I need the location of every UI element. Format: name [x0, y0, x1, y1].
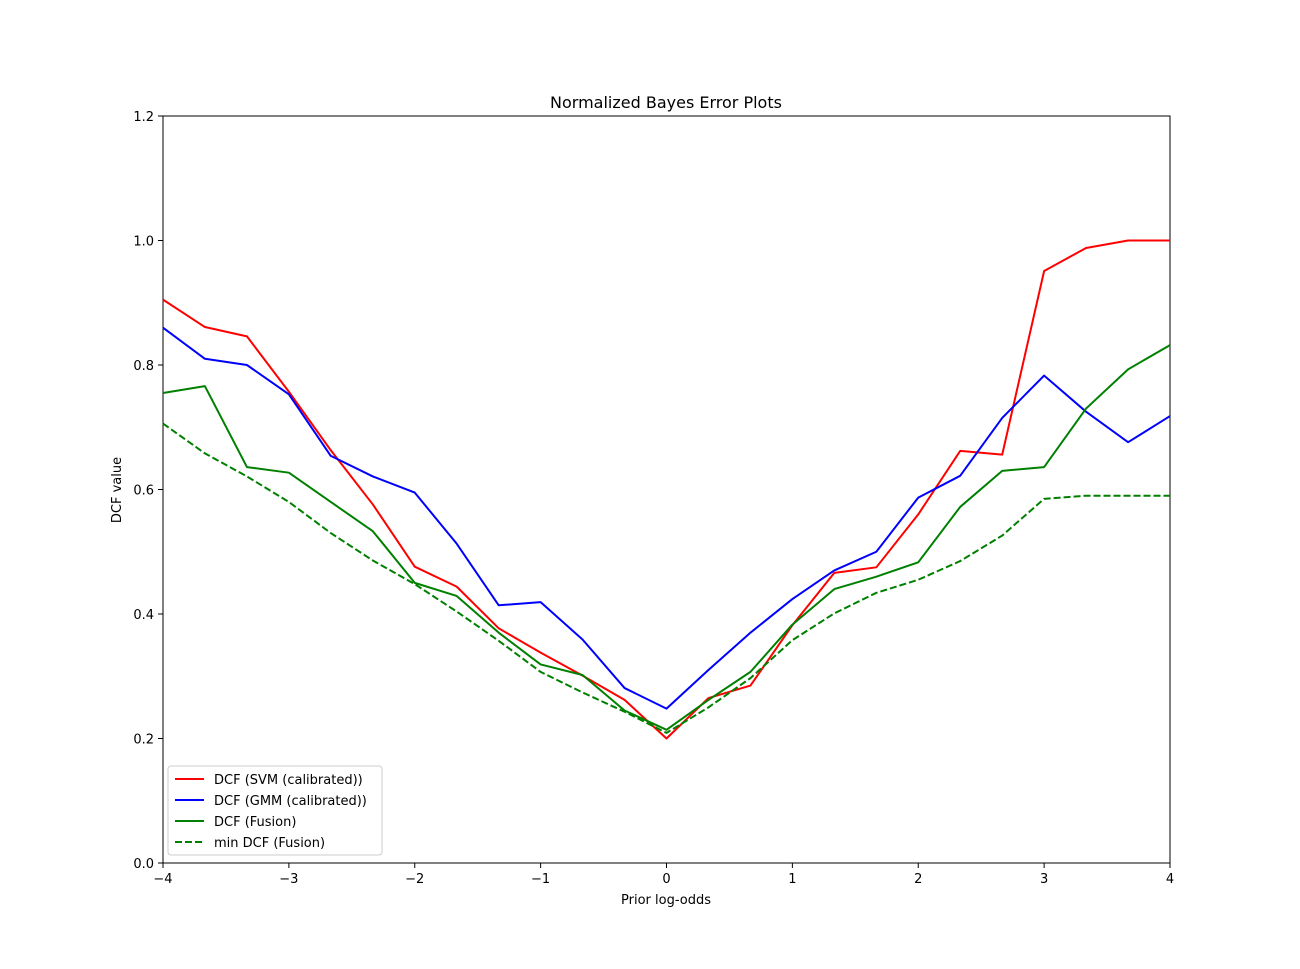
x-tick-label: −1	[531, 872, 550, 887]
legend-frame	[167, 765, 383, 856]
x-tick-label: −4	[153, 872, 172, 887]
chart-title: Normalized Bayes Error Plots	[550, 93, 782, 112]
y-axis-ticks: 0.0 0.2 0.4 0.6 0.8 1.0 1.2	[133, 110, 163, 872]
series-line-svm	[162, 239, 1170, 740]
y-tick-label: 0.6	[133, 484, 154, 499]
legend: DCF (SVM (calibrated)) DCF (GMM (calibra…	[167, 765, 383, 856]
x-axis-label: Prior log-odds	[621, 893, 711, 908]
x-tick-label: 4	[1166, 872, 1174, 887]
x-tick-label: 2	[914, 872, 922, 887]
y-tick-label: 1.2	[133, 110, 154, 125]
y-tick-label: 0.0	[133, 857, 154, 872]
x-tick-label: −2	[405, 872, 424, 887]
series-line-fusion	[162, 344, 1171, 731]
legend-label-min-fusion: min DCF (Fusion)	[214, 836, 325, 851]
series-line-min-fusion	[162, 422, 1170, 734]
y-tick-label: 0.2	[133, 733, 154, 748]
y-axis-label: DCF value	[110, 457, 125, 523]
series-line-gmm	[162, 326, 1171, 710]
y-tick-label: 0.4	[133, 608, 154, 623]
x-tick-label: 1	[788, 872, 796, 887]
y-tick-label: 1.0	[133, 235, 154, 250]
x-tick-label: 0	[662, 872, 670, 887]
x-tick-label: 3	[1040, 872, 1048, 887]
y-tick-label: 0.8	[133, 359, 154, 374]
x-tick-label: −3	[279, 872, 298, 887]
legend-label-gmm: DCF (GMM (calibrated))	[214, 794, 367, 809]
series-layer	[162, 239, 1171, 740]
x-axis-ticks: −4 −3 −2 −1 0 1 2 3 4	[153, 863, 1174, 887]
legend-label-svm: DCF (SVM (calibrated))	[214, 773, 363, 788]
legend-label-fusion: DCF (Fusion)	[214, 815, 296, 830]
